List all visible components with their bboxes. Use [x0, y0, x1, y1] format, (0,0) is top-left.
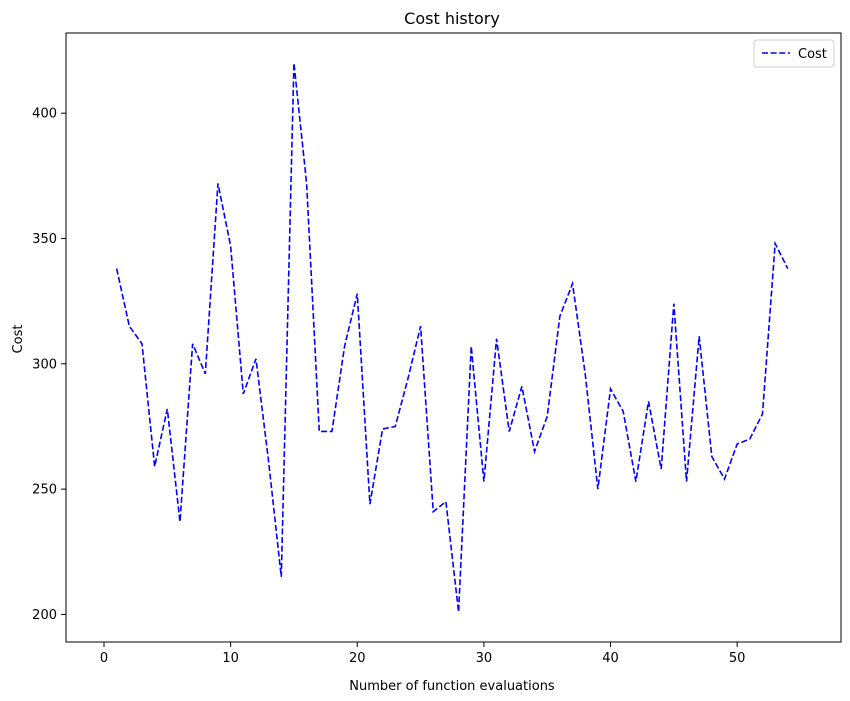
x-tick-label: 30: [476, 651, 493, 666]
y-tick-label: 300: [32, 357, 57, 372]
x-tick-label: 0: [100, 651, 108, 666]
x-tick-label: 20: [349, 651, 366, 666]
y-axis-label: Cost: [11, 325, 26, 354]
x-tick-label: 40: [602, 651, 619, 666]
y-tick-label: 200: [32, 608, 57, 623]
x-tick-label: 10: [222, 651, 239, 666]
legend-box: [753, 39, 835, 68]
y-tick-label: 350: [32, 232, 57, 247]
cost-series-line: [115, 62, 789, 613]
chart-title: Cost history: [404, 9, 500, 28]
y-tick-label: 400: [32, 107, 57, 122]
legend-label-cost: Cost: [798, 47, 827, 62]
x-tick-label: 50: [729, 651, 746, 666]
y-tick-label: 250: [32, 483, 57, 498]
y-axis-ticks: 200 250 300 350 400: [32, 107, 66, 623]
x-axis-ticks: 0 10 20 30 40 50: [100, 642, 746, 666]
legend: Cost: [753, 39, 835, 68]
plot-area: [65, 32, 842, 643]
x-axis-label: Number of function evaluations: [349, 679, 555, 694]
